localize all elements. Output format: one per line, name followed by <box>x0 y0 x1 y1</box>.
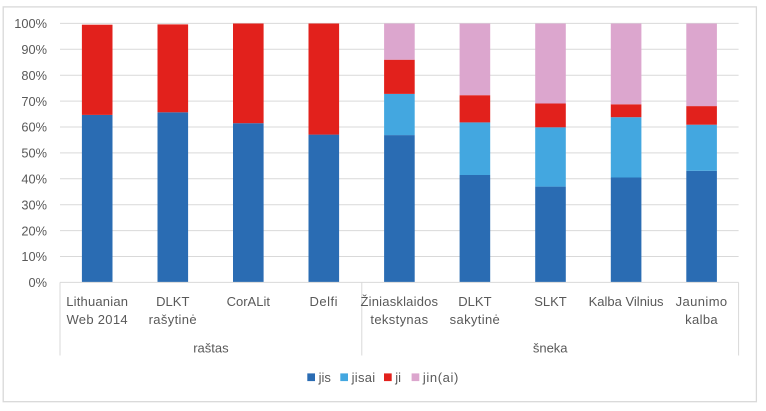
svg-text:50%: 50% <box>21 146 47 161</box>
svg-text:Delfi: Delfi <box>310 294 339 309</box>
svg-text:30%: 30% <box>21 197 47 212</box>
svg-text:sakytinė: sakytinė <box>450 312 501 327</box>
svg-text:Žiniasklaidos: Žiniasklaidos <box>361 294 439 309</box>
svg-text:tekstynas: tekstynas <box>370 312 428 327</box>
svg-text:60%: 60% <box>21 120 47 135</box>
svg-text:90%: 90% <box>21 42 47 57</box>
svg-text:10%: 10% <box>21 249 47 264</box>
svg-text:jis: jis <box>318 370 332 385</box>
svg-text:Jaunimo: Jaunimo <box>676 294 728 309</box>
svg-text:40%: 40% <box>21 172 47 187</box>
svg-text:ji: ji <box>394 370 401 385</box>
svg-text:šneka: šneka <box>533 340 568 355</box>
svg-text:20%: 20% <box>21 223 47 238</box>
svg-text:CorALit: CorALit <box>227 294 271 309</box>
svg-text:0%: 0% <box>29 275 48 290</box>
svg-text:Lithuanian: Lithuanian <box>66 294 128 309</box>
svg-text:Web 2014: Web 2014 <box>66 312 127 327</box>
svg-text:jisai: jisai <box>351 370 376 385</box>
svg-text:jin(ai): jin(ai) <box>422 370 459 385</box>
svg-text:Kalba Vilnius: Kalba Vilnius <box>589 294 664 309</box>
svg-text:100%: 100% <box>14 16 47 31</box>
svg-text:SLKT: SLKT <box>534 294 567 309</box>
svg-text:raštas: raštas <box>193 340 229 355</box>
svg-text:kalba: kalba <box>685 312 718 327</box>
svg-text:rašytinė: rašytinė <box>149 312 197 327</box>
svg-text:DLKT: DLKT <box>458 294 491 309</box>
svg-text:70%: 70% <box>21 94 47 109</box>
svg-text:DLKT: DLKT <box>156 294 189 309</box>
svg-text:80%: 80% <box>21 68 47 83</box>
